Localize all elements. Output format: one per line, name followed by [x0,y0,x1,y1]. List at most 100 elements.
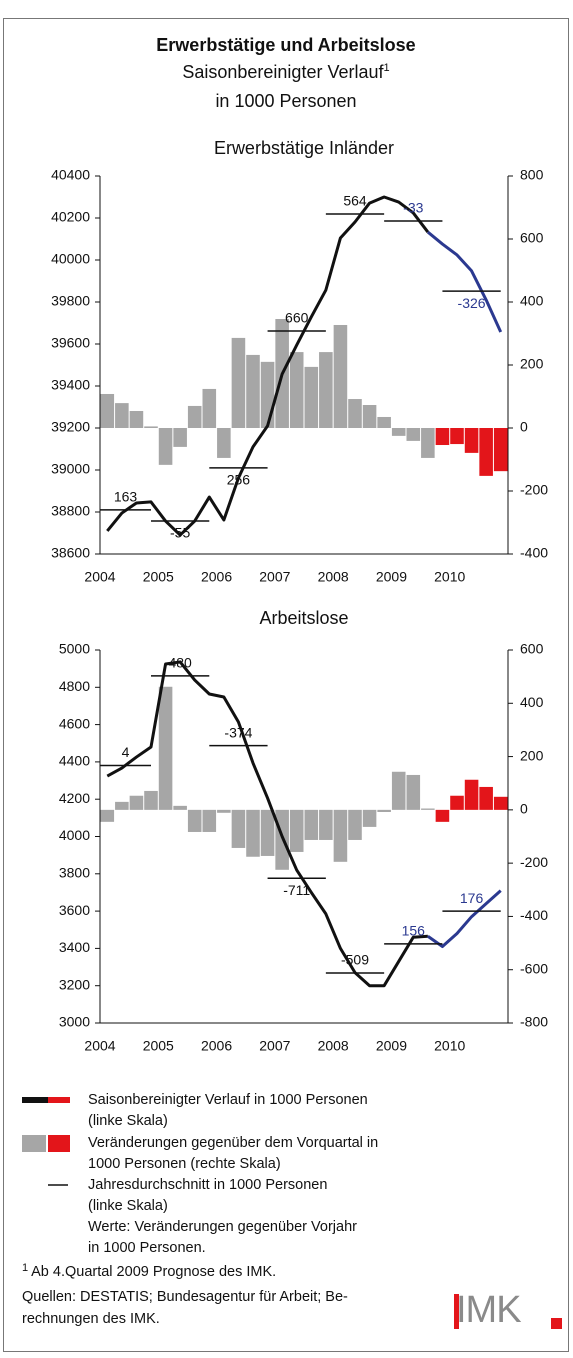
chart-title: Arbeitslose [259,608,348,628]
logo-dot [551,1318,562,1329]
logo: IMK [456,1289,521,1331]
x-tick-label: 2010 [434,1038,465,1054]
annual-change-label: 163 [114,489,138,505]
subtitle2: in 1000 Personen [215,91,356,111]
y2-tick-label: 0 [520,419,528,435]
bar [217,809,231,813]
legend-swatch-bar [22,1135,46,1152]
y2-tick-label: 200 [520,747,544,763]
annual-change-label: 564 [343,193,367,209]
bar [391,771,406,810]
annual-change-label: -55 [170,525,190,541]
y2-tick-label: -400 [520,907,548,923]
bar [304,366,319,428]
bar [435,428,450,446]
y-tick-label: 4400 [59,753,90,769]
bar [421,808,435,810]
bar [231,809,246,848]
bar [450,428,464,445]
bar [377,416,391,428]
bar [173,428,187,447]
x-tick-label: 2007 [259,569,290,585]
bar [289,809,304,852]
bar [129,410,144,428]
legend-text: Saisonbereinigter Verlauf in 1000 Person… [88,1092,368,1108]
bar [348,399,362,428]
y2-tick-label: -800 [520,1014,548,1030]
y-tick-label: 39200 [51,419,90,435]
bar [260,809,275,856]
y-tick-label: 4600 [59,715,90,731]
bar [202,388,217,428]
bar [115,403,129,428]
bar [319,809,333,840]
line [106,660,428,988]
x-tick-label: 2010 [434,569,465,585]
legend-text: 1000 Personen (rechte Skala) [88,1156,281,1172]
x-tick-label: 2005 [143,569,174,585]
x-tick-label: 2007 [259,1038,290,1054]
y2-tick-label: 600 [520,230,544,246]
subtitle-note: 1 [384,62,390,74]
bar [100,809,115,822]
annual-change-label: -711 [283,882,310,898]
y-tick-label: 4800 [59,678,90,694]
bar [304,809,319,840]
y-tick-label: 39800 [51,293,90,309]
y2-tick-label: 0 [520,801,528,817]
bar [246,809,260,857]
bar [333,324,348,428]
legend-text: (linke Skala) [88,1113,168,1129]
logo-bar [454,1294,459,1329]
y-tick-label: 3000 [59,1014,90,1030]
y-tick-label: 4200 [59,790,90,806]
y-tick-label: 39400 [51,377,90,393]
x-tick-label: 2008 [318,1038,349,1054]
bar [464,428,479,453]
y-tick-label: 4000 [59,827,90,843]
y2-tick-label: 400 [520,293,544,309]
y2-tick-label: 800 [520,167,544,183]
bar [289,352,304,428]
bar [158,686,173,810]
y-tick-label: 3800 [59,865,90,881]
chart-title: Erwerbstätige Inländer [214,138,394,158]
bar [115,801,129,810]
annual-change-label: 4 [122,744,130,760]
legend-text: in 1000 Personen. [88,1240,206,1256]
bar [348,809,362,840]
bar [362,405,377,428]
y2-tick-label: 400 [520,694,544,710]
y2-tick-label: -200 [520,482,548,498]
y-tick-label: 3600 [59,902,90,918]
x-tick-label: 2006 [201,569,232,585]
title: Erwerbstätige und Arbeitslose [156,35,415,55]
bar [479,786,493,810]
legend-text: Jahresdurchschnitt in 1000 Personen [88,1177,327,1193]
bar [435,809,450,822]
bar [479,428,493,476]
annual-change-label: -374 [224,724,252,740]
y2-tick-label: -200 [520,854,548,870]
bar [144,790,158,810]
x-tick-label: 2009 [376,569,407,585]
y2-tick-label: 200 [520,356,544,372]
x-tick-label: 2008 [318,569,349,585]
bar [464,779,479,810]
y-tick-label: 40000 [51,251,90,267]
y-tick-label: 40200 [51,209,90,225]
bar [493,428,508,472]
bar [217,428,231,458]
x-tick-label: 2004 [84,569,115,585]
annual-change-label: 480 [168,655,192,671]
annual-change-label: 256 [227,472,251,488]
bar [333,809,348,862]
bar [450,795,464,810]
y-tick-label: 38800 [51,503,90,519]
y2-tick-label: -600 [520,960,548,976]
bar [202,809,217,832]
y-tick-label: 3400 [59,939,90,955]
y-tick-label: 40400 [51,167,90,183]
bar [391,428,406,436]
annual-change-label: 176 [460,890,484,906]
